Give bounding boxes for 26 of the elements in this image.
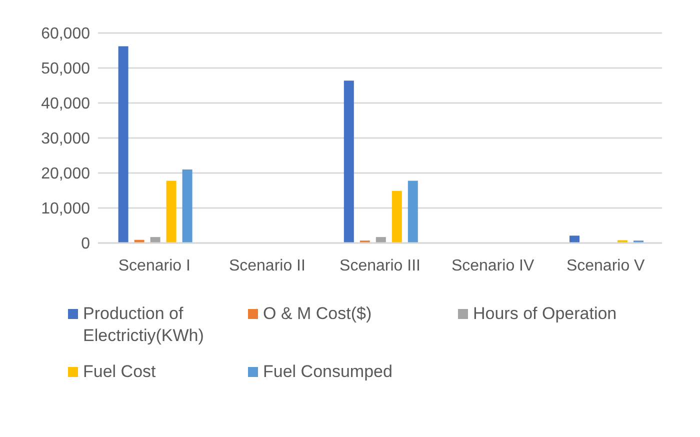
bar — [166, 180, 176, 243]
y-tick-label: 30,000 — [41, 130, 90, 148]
legend-label: Fuel Consumped — [263, 361, 392, 383]
legend-label: O & M Cost($) — [263, 303, 372, 325]
bar — [376, 237, 386, 243]
x-tick-label: Scenario IV — [451, 257, 534, 274]
bar — [182, 170, 192, 243]
x-tick-label: Scenario III — [340, 257, 420, 274]
legend-label: Hours of Operation — [473, 303, 617, 325]
bar — [392, 190, 402, 243]
y-tick-label: 60,000 — [41, 26, 90, 43]
legend-label: Production of Electrictiy(KWh) — [83, 303, 205, 347]
bar — [344, 80, 354, 243]
bar — [118, 46, 128, 243]
y-tick-label: 50,000 — [41, 60, 90, 78]
bar — [570, 236, 580, 243]
y-tick-label: 10,000 — [41, 200, 90, 218]
y-tick-label: 40,000 — [41, 96, 90, 113]
bar — [408, 180, 418, 243]
x-tick-label: Scenario V — [566, 257, 646, 274]
bar — [150, 237, 160, 243]
x-tick-label: Scenario I — [118, 257, 190, 274]
y-tick-label: 20,000 — [41, 166, 90, 183]
y-tick-label: 0 — [81, 236, 90, 253]
legend-label: Fuel Cost — [83, 361, 156, 383]
x-tick-label: Scenario II — [228, 257, 306, 274]
